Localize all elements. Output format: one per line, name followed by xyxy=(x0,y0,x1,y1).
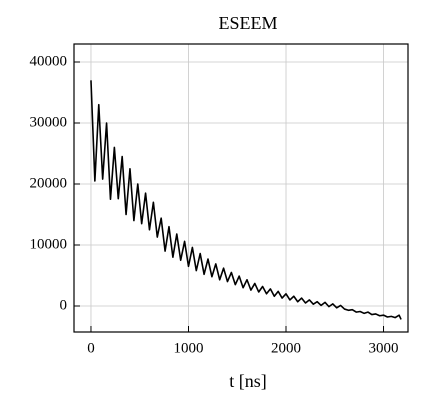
plot-frame xyxy=(73,43,409,333)
y-tick-label: 30000 xyxy=(30,114,68,130)
y-tick-label: 20000 xyxy=(30,175,68,191)
x-tick-label: 1000 xyxy=(173,340,203,356)
y-tick-label: 10000 xyxy=(30,236,68,252)
x-axis-label: t [ns] xyxy=(229,371,267,391)
y-tick-label: 0 xyxy=(60,297,68,313)
y-tick-label: 40000 xyxy=(30,53,68,69)
data-line xyxy=(90,80,402,320)
x-tick-label: 2000 xyxy=(271,340,301,356)
x-tick-label: 0 xyxy=(87,340,95,356)
x-tick-label: 3000 xyxy=(369,340,399,356)
chart-title: ESEEM xyxy=(218,13,277,33)
